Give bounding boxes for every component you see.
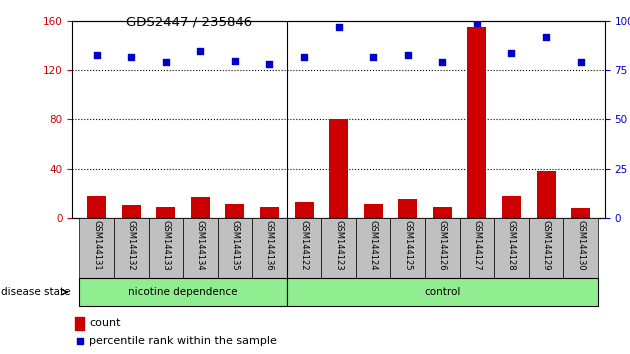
Point bbox=[541, 34, 551, 40]
Text: disease state: disease state bbox=[1, 287, 70, 297]
Text: GSM144133: GSM144133 bbox=[161, 219, 170, 270]
Bar bbox=[529, 218, 563, 278]
Bar bbox=[252, 218, 287, 278]
Bar bbox=[87, 196, 106, 218]
Bar bbox=[391, 218, 425, 278]
Bar bbox=[398, 199, 417, 218]
Text: GSM144122: GSM144122 bbox=[299, 219, 309, 270]
Bar bbox=[467, 27, 486, 218]
Text: GSM144125: GSM144125 bbox=[403, 219, 412, 270]
Point bbox=[334, 24, 344, 30]
Point bbox=[126, 54, 136, 59]
Bar bbox=[191, 197, 210, 218]
Bar bbox=[156, 207, 175, 218]
Text: GSM144130: GSM144130 bbox=[576, 219, 585, 270]
Bar bbox=[79, 278, 287, 306]
Bar bbox=[260, 207, 279, 218]
Text: nicotine dependence: nicotine dependence bbox=[129, 287, 238, 297]
Bar bbox=[75, 316, 84, 330]
Point bbox=[195, 48, 205, 53]
Bar bbox=[537, 171, 556, 218]
Text: GSM144134: GSM144134 bbox=[196, 219, 205, 270]
Bar bbox=[460, 218, 494, 278]
Bar bbox=[329, 119, 348, 218]
Point bbox=[472, 21, 482, 26]
Text: GSM144127: GSM144127 bbox=[472, 219, 481, 270]
Bar bbox=[433, 207, 452, 218]
Text: GDS2447 / 235846: GDS2447 / 235846 bbox=[126, 16, 252, 29]
Bar bbox=[114, 218, 149, 278]
Bar bbox=[356, 218, 391, 278]
Text: GSM144128: GSM144128 bbox=[507, 219, 516, 270]
Text: control: control bbox=[424, 287, 461, 297]
Text: GSM144123: GSM144123 bbox=[334, 219, 343, 270]
Text: GSM144129: GSM144129 bbox=[542, 219, 551, 270]
Text: GSM144136: GSM144136 bbox=[265, 219, 274, 270]
Point bbox=[403, 52, 413, 57]
Point bbox=[576, 60, 586, 65]
Bar bbox=[226, 204, 244, 218]
Bar bbox=[287, 278, 598, 306]
Text: count: count bbox=[89, 318, 121, 328]
Bar bbox=[217, 218, 252, 278]
Bar bbox=[563, 218, 598, 278]
Text: GSM144135: GSM144135 bbox=[231, 219, 239, 270]
Bar bbox=[149, 218, 183, 278]
Bar bbox=[571, 208, 590, 218]
Bar bbox=[295, 202, 314, 218]
Text: percentile rank within the sample: percentile rank within the sample bbox=[89, 336, 277, 346]
Point bbox=[91, 52, 101, 57]
Point bbox=[265, 62, 275, 67]
Bar bbox=[79, 218, 114, 278]
Bar bbox=[425, 218, 460, 278]
Point bbox=[74, 338, 84, 344]
Bar bbox=[122, 205, 140, 218]
Point bbox=[161, 60, 171, 65]
Bar bbox=[502, 196, 521, 218]
Point bbox=[507, 50, 517, 56]
Text: GSM144131: GSM144131 bbox=[92, 219, 101, 270]
Bar bbox=[321, 218, 356, 278]
Bar bbox=[183, 218, 217, 278]
Bar bbox=[364, 204, 382, 218]
Point bbox=[299, 54, 309, 59]
Text: GSM144132: GSM144132 bbox=[127, 219, 135, 270]
Bar bbox=[494, 218, 529, 278]
Point bbox=[437, 60, 447, 65]
Text: GSM144124: GSM144124 bbox=[369, 219, 378, 270]
Text: GSM144126: GSM144126 bbox=[438, 219, 447, 270]
Point bbox=[368, 54, 378, 59]
Point bbox=[230, 58, 240, 63]
Bar bbox=[287, 218, 321, 278]
